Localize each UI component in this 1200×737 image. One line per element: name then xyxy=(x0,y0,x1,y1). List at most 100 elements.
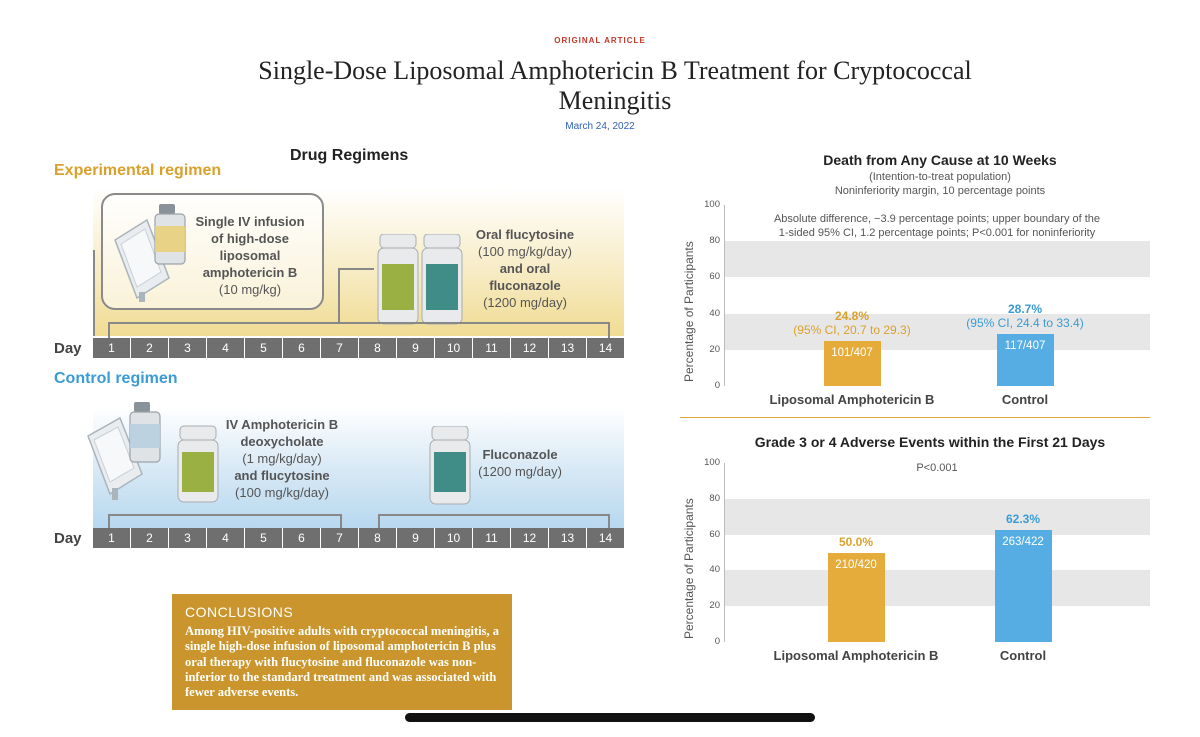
ctl-drug1-line: and flucytosine xyxy=(234,468,330,483)
day-cell: 13 xyxy=(549,528,587,548)
day-cell: 12 xyxy=(511,338,549,358)
ctl-day-label: Day xyxy=(54,530,82,547)
exp-drug2-text: Oral flucytosine (100 mg/kg/day) and ora… xyxy=(460,226,590,311)
ctl-bracket-2 xyxy=(378,514,610,530)
day-cell: 3 xyxy=(169,528,207,548)
ctl-drug1-line: (100 mg/kg/day) xyxy=(235,485,329,500)
y-axis-label: Percentage of Participants xyxy=(682,240,696,382)
ctl-drug1-line: deoxycholate xyxy=(240,434,324,449)
oral-bottles-icon xyxy=(377,234,463,325)
day-cell: 12 xyxy=(511,528,549,548)
y-tick-label: 60 xyxy=(709,271,720,283)
chart1-subtitle: (Intention-to-treat population) Noninfer… xyxy=(780,170,1100,198)
exp-drug1-line: liposomal xyxy=(219,248,281,263)
exp-connector-hline xyxy=(338,268,374,270)
y-tick-label: 0 xyxy=(714,636,720,647)
exp-day-label: Day xyxy=(54,340,82,357)
drug-regimens-heading: Drug Regimens xyxy=(290,147,409,164)
day-cell: 14 xyxy=(587,338,624,358)
chart2-title: Grade 3 or 4 Adverse Events within the F… xyxy=(754,434,1106,450)
chart2-area: 0 20 40 60 80 100 Percentage of Participants P<… xyxy=(680,454,1160,668)
exp-drug1-line: Single IV infusion xyxy=(195,214,305,229)
article-date: March 24, 2022 xyxy=(565,121,635,132)
day-cell: 6 xyxy=(283,338,321,358)
y-axis-label: Percentage of Participants xyxy=(682,497,696,639)
category-label: Control xyxy=(1001,392,1049,407)
y-tick-label: 100 xyxy=(704,199,720,210)
bar-count-label: 263/422 xyxy=(1002,536,1044,549)
chart-annotation: Absolute difference, −3.9 percentage poi… xyxy=(773,213,1101,225)
exp-drug1-text: Single IV infusion of high-dose liposoma… xyxy=(190,213,310,298)
y-tick-label: 80 xyxy=(709,235,720,247)
bar-count-label: 210/420 xyxy=(835,558,877,571)
grid-band xyxy=(724,241,1150,278)
conclusions-heading: CONCLUSIONS xyxy=(185,604,294,620)
exp-drug1-line: of high-dose xyxy=(211,231,289,246)
bar xyxy=(994,530,1052,642)
ctl-drug1-line: IV Amphotericin B xyxy=(225,417,339,432)
exp-bracket xyxy=(108,322,610,338)
y-tick-label: 60 xyxy=(709,528,720,540)
day-cell: 11 xyxy=(473,338,511,358)
control-iv-bag-vial-bottle-icon xyxy=(87,402,219,503)
experimental-regimen-label: Experimental regimen xyxy=(54,162,222,179)
conclusions-box: CONCLUSIONS Among HIV-positive adults wi… xyxy=(172,594,512,710)
y-tick-label: 20 xyxy=(709,600,720,612)
conclusions-text: Among HIV-positive adults with cryptococ… xyxy=(185,624,499,700)
day-cell: 13 xyxy=(549,338,587,358)
exp-connector-vline xyxy=(338,268,340,322)
home-indicator[interactable] xyxy=(405,713,815,722)
day-cell: 10 xyxy=(435,528,473,548)
bar-value-label: 50.0% xyxy=(838,534,874,549)
day-cell: 7 xyxy=(321,338,359,358)
exp-drug2-line: (1200 mg/day) xyxy=(483,295,567,310)
day-cell: 3 xyxy=(169,338,207,358)
y-axis-line xyxy=(724,205,725,386)
ctl-drug2-line: Fluconazole xyxy=(482,447,558,462)
y-axis-line xyxy=(724,463,725,642)
day-cell: 2 xyxy=(131,338,169,358)
day-cell: 5 xyxy=(245,338,283,358)
ctl-day-bar: 1 2 3 4 5 6 7 8 9 10 11 12 13 14 xyxy=(93,528,624,548)
iv-bag-vial-icon xyxy=(114,204,186,302)
y-tick-label: 40 xyxy=(709,307,720,319)
bar xyxy=(996,334,1054,386)
day-cell: 4 xyxy=(207,528,245,548)
day-cell: 8 xyxy=(359,528,397,548)
day-cell: 9 xyxy=(397,338,435,358)
ctl-drug1-text: IV Amphotericin B deoxycholate (1 mg/kg/… xyxy=(222,416,342,501)
grid-band xyxy=(724,570,1150,607)
chart1-title: Death from Any Cause at 10 Weeks xyxy=(823,152,1057,168)
day-cell: 11 xyxy=(473,528,511,548)
ctl-drug2-text: Fluconazole (1200 mg/day) xyxy=(470,446,570,480)
category-label: Liposomal Amphotericin B xyxy=(773,648,939,663)
exp-day-bar: 1 2 3 4 5 6 7 8 9 10 11 12 13 14 xyxy=(93,338,624,358)
day-cell: 7 xyxy=(321,528,359,548)
day-cell: 6 xyxy=(283,528,321,548)
chart1-subtitle-line: (Intention-to-treat population) xyxy=(869,171,1011,183)
exp-drug2-line: (100 mg/kg/day) xyxy=(478,244,572,259)
day-cell: 4 xyxy=(207,338,245,358)
article-kicker: ORIGINAL ARTICLE xyxy=(554,36,646,45)
grid-band xyxy=(724,498,1150,535)
y-tick-label: 100 xyxy=(704,457,720,468)
ctl-drug2-line: (1200 mg/day) xyxy=(478,464,562,479)
article-title: Single-Dose Liposomal Amphotericin B Tre… xyxy=(258,56,972,115)
day-cell: 14 xyxy=(587,528,624,548)
bar-value-label: 62.3% xyxy=(1005,512,1041,527)
bar-ci-label: (95% CI, 24.4 to 33.4) xyxy=(966,316,1084,331)
bar-count-label: 101/407 xyxy=(831,347,873,360)
day-cell: 1 xyxy=(93,338,131,358)
chart-annotation: 1-sided 95% CI, 1.2 percentage points; P… xyxy=(778,227,1096,239)
day-cell: 8 xyxy=(359,338,397,358)
bar-value-label: 24.8% xyxy=(834,309,870,324)
exp-left-line xyxy=(93,250,95,336)
day-cell: 10 xyxy=(435,338,473,358)
chart1-area: 0 20 40 60 80 100 Percentage of Participants Ab… xyxy=(680,196,1160,412)
category-label: Control xyxy=(999,648,1047,663)
chart-annotation: P<0.001 xyxy=(916,462,958,474)
bar xyxy=(823,341,881,386)
bar-value-label: 28.7% xyxy=(1007,302,1043,317)
y-tick-label: 0 xyxy=(714,380,720,391)
bar-ci-label: (95% CI, 20.7 to 29.3) xyxy=(793,323,911,338)
